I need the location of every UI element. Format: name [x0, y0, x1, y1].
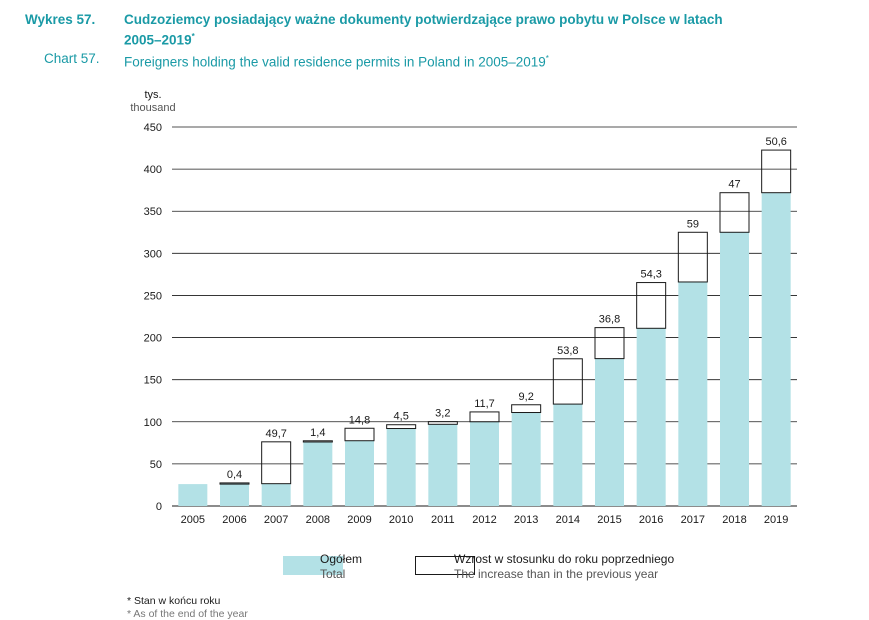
- legend-swatch-total: [283, 556, 343, 575]
- bar-chart: tys.thousand 0 50 100 150 200 250 300 350 400 450 2…: [130, 89, 797, 526]
- footnote-en: * As of the end of the year: [127, 608, 248, 620]
- bar-total: [511, 412, 541, 506]
- data-label: 53,8: [557, 345, 578, 357]
- bar-total: [720, 232, 749, 506]
- x-tick-label: 2011: [431, 514, 455, 526]
- bar-total: [595, 358, 624, 506]
- bar-total: [178, 484, 208, 506]
- bar-increase: [219, 482, 250, 485]
- y-tick-label: 200: [144, 333, 162, 345]
- x-tick-label: 2016: [639, 514, 663, 526]
- x-tick-label: 2013: [514, 514, 538, 526]
- y-tick-label: 0: [156, 501, 162, 513]
- x-tick-label: 2015: [597, 514, 621, 526]
- data-label: 0,4: [227, 469, 242, 481]
- chart-title-pl: Cudzoziemcy posiadający ważne dokumenty …: [124, 12, 723, 27]
- bar-increase: [427, 421, 458, 425]
- bar-increase: [719, 192, 750, 233]
- bar-total: [345, 440, 374, 506]
- data-label: 49,7: [265, 428, 286, 440]
- data-label: 3,2: [435, 408, 450, 420]
- legend-increase-en: The increase than in the previous year: [454, 567, 659, 581]
- bar-increase: [636, 282, 667, 329]
- x-tick-label: 2008: [306, 514, 330, 526]
- bar-total: [553, 404, 583, 506]
- legend-increase-pl: Wzrost w stosunku do roku poprzedniego: [454, 552, 675, 566]
- bar-total: [386, 428, 416, 506]
- y-tick-label: 400: [144, 164, 162, 176]
- bar-increase: [302, 440, 333, 443]
- data-label: 59: [687, 218, 699, 230]
- legend-label-total: Ogółem Total: [320, 552, 362, 582]
- footnote-pl: * Stan w końcu roku: [127, 595, 221, 607]
- chart-title-pl-line2: 2005–2019*: [124, 29, 195, 49]
- data-label: 9,2: [519, 391, 534, 403]
- legend-label-increase: Wzrost w stosunku do roku poprzedniego T…: [454, 552, 674, 582]
- bar-total: [678, 281, 708, 506]
- bar-increase: [386, 424, 417, 430]
- chart-number-en: Chart 57.: [44, 51, 100, 66]
- y-axis-label-pl: tys.: [144, 89, 161, 101]
- data-label: 4,5: [394, 411, 409, 423]
- y-tick-label: 50: [150, 459, 162, 471]
- x-tick-label: 2012: [472, 514, 496, 526]
- legend-total-en: Total: [320, 567, 346, 581]
- chart-number-pl: Wykres 57.: [25, 12, 96, 27]
- bar-total: [636, 328, 666, 506]
- bar-increase: [552, 358, 583, 405]
- bar-total: [761, 192, 791, 506]
- bar-increase: [677, 231, 708, 283]
- y-tick-label: 100: [144, 417, 162, 429]
- y-axis-label-en: thousand: [130, 102, 175, 114]
- y-tick-label: 250: [144, 290, 162, 302]
- x-tick-label: 2014: [556, 514, 580, 526]
- chart-title-en-line: Foreigners holding the valid residence p…: [124, 51, 549, 71]
- x-tick-label: 2007: [264, 514, 288, 526]
- data-label: 1,4: [310, 427, 325, 439]
- x-tick-label: 2009: [347, 514, 371, 526]
- data-label: 50,6: [765, 136, 786, 148]
- legend-total-pl: Ogółem: [320, 552, 363, 566]
- x-tick-label: 2019: [764, 514, 788, 526]
- bar-increase: [469, 411, 500, 423]
- bar-increase: [261, 441, 292, 485]
- bar-increase: [594, 327, 625, 360]
- bar-total: [470, 421, 499, 506]
- bar-increase: [344, 427, 375, 442]
- x-tick-label: 2018: [722, 514, 746, 526]
- data-label: 47: [728, 179, 740, 191]
- y-tick-label: 450: [144, 122, 162, 134]
- chart-title-en: Foreigners holding the valid residence p…: [124, 54, 546, 70]
- data-label: 11,7: [474, 398, 495, 410]
- bar-total: [261, 483, 291, 506]
- footnote-mark-en: *: [545, 54, 549, 63]
- bar-increase: [511, 404, 542, 414]
- bar-total: [428, 424, 458, 506]
- data-label: 14,8: [349, 414, 370, 426]
- data-label: 36,8: [599, 314, 620, 326]
- y-tick-label: 150: [144, 375, 162, 387]
- y-tick-label: 300: [144, 248, 162, 260]
- x-tick-label: 2006: [222, 514, 246, 526]
- legend-swatch-increase: [415, 556, 475, 575]
- chart-title-pl-years: 2005–2019: [124, 32, 192, 48]
- footnote-mark: *: [191, 32, 195, 41]
- bar-total: [220, 484, 249, 506]
- y-tick-label: 350: [144, 206, 162, 218]
- data-label: 54,3: [640, 269, 661, 281]
- bar-increase: [761, 149, 792, 194]
- x-tick-label: 2005: [181, 514, 205, 526]
- x-tick-label: 2010: [389, 514, 413, 526]
- x-tick-label: 2017: [681, 514, 705, 526]
- bar-total: [303, 441, 333, 506]
